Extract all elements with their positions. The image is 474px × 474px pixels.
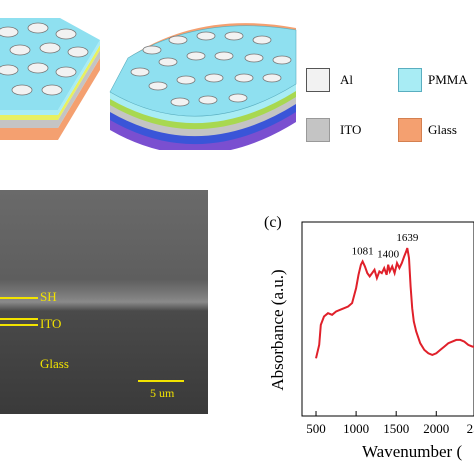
panel-c-tag: (c) (264, 214, 282, 231)
legend: Al PMMA ITO Glass (300, 60, 474, 170)
legend-swatch-pmma (398, 68, 422, 92)
sem-layer-line-top (0, 297, 38, 299)
legend-swatch-al (306, 68, 330, 92)
legend-label-al: Al (340, 72, 353, 87)
device-schematic (0, 18, 297, 150)
x-tick-label: 250 (467, 421, 474, 436)
sem-label-ito: ITO (40, 316, 62, 331)
sem-scale-bar-label: 5 um (150, 386, 175, 400)
x-axis-label: Wavenumber ( (362, 442, 463, 461)
sem-image: SH ITO Glass 5 um (0, 190, 208, 414)
legend-label-pmma: PMMA (428, 72, 468, 87)
legend-label-glass: Glass (428, 122, 457, 137)
sem-label-glass: Glass (40, 356, 69, 371)
sem-layer-line-ito (0, 324, 38, 326)
bent-device (109, 23, 297, 150)
x-tick-label: 2000 (423, 421, 449, 436)
sem-scale-bar (138, 380, 184, 382)
peak-annotation: 1400 (377, 249, 400, 261)
peak-annotation: 1639 (396, 232, 419, 244)
plot-frame (301, 221, 474, 417)
legend-swatch-ito (306, 118, 330, 142)
legend-label-ito: ITO (340, 122, 362, 137)
legend-swatch-glass (398, 118, 422, 142)
x-tick-label: 1500 (383, 421, 409, 436)
sem-layer-line-mid (0, 318, 38, 320)
absorbance-series-line (315, 247, 474, 359)
x-tick-label: 500 (306, 421, 326, 436)
x-tick-label: 1000 (343, 421, 369, 436)
sem-label-sh: SH (40, 289, 57, 304)
flat-device (0, 18, 100, 140)
peak-annotation: 1081 (352, 245, 374, 257)
